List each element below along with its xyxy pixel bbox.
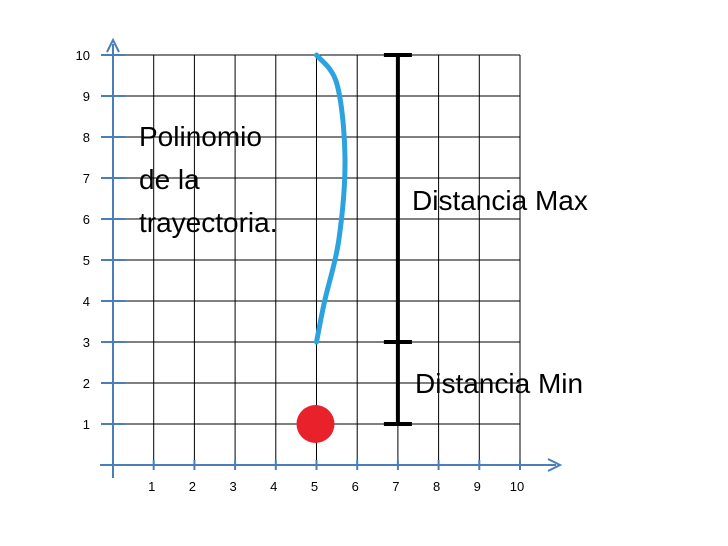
y-tick-label: 5 (83, 253, 90, 268)
y-tick-label: 6 (83, 212, 90, 227)
polinomio-label-line-2: de la (139, 164, 200, 195)
polinomio-label-line-3: trayectoria. (139, 207, 278, 238)
marker-point (296, 405, 335, 443)
x-tick-label: 3 (229, 479, 236, 494)
x-tick-label: 10 (510, 479, 524, 494)
trajectory-curve (314, 52, 348, 345)
x-tick-label: 4 (270, 479, 277, 494)
x-tick-label: 7 (392, 479, 399, 494)
x-tick-label: 8 (433, 479, 440, 494)
x-axis-arrow-icon (547, 458, 563, 472)
x-tick-label: 2 (189, 479, 196, 494)
distancia-min-label: Distancia Min (415, 368, 583, 399)
y-axis-arrow-icon (106, 37, 120, 53)
y-tick-label: 4 (83, 294, 90, 309)
marks (296, 52, 412, 443)
x-tick-label: 9 (474, 479, 481, 494)
y-tick-label: 3 (83, 335, 90, 350)
y-tick-label: 8 (83, 130, 90, 145)
axes (100, 37, 563, 478)
y-tick-label: 9 (83, 89, 90, 104)
grid (113, 54, 521, 465)
tick-labels: 1 2 3 4 5 6 7 8 9 10 1 2 3 4 5 6 7 8 9 10 (76, 48, 525, 494)
x-tick-label: 6 (352, 479, 359, 494)
x-tick-label: 1 (148, 479, 155, 494)
y-tick-label: 1 (83, 417, 90, 432)
polinomio-label-line-1: Polinomio (139, 121, 262, 152)
x-tick-label: 5 (311, 479, 318, 494)
y-tick-label: 10 (76, 48, 90, 63)
y-tick-label: 7 (83, 171, 90, 186)
y-tick-label: 2 (83, 376, 90, 391)
distancia-max-label: Distancia Max (412, 185, 588, 216)
